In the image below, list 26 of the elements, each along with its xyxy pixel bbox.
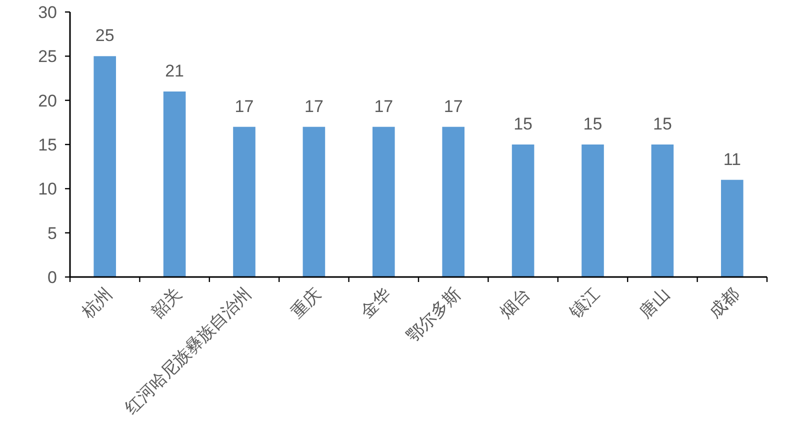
x-tick-label: 鄂尔多斯: [402, 284, 464, 346]
x-tick-label: 镇江: [565, 284, 604, 323]
y-tick-label: 15: [38, 136, 57, 154]
data-label: 17: [304, 96, 324, 116]
data-label: 15: [514, 114, 533, 134]
x-tick-label: 金华: [357, 284, 394, 322]
y-tick-label: 30: [38, 3, 57, 22]
y-tick-label: 10: [38, 180, 57, 199]
y-tick-label: 5: [48, 224, 57, 243]
x-tick-label: 杭州: [77, 284, 116, 323]
x-tick-label: 重庆: [287, 284, 325, 322]
y-tick-label: 25: [38, 47, 57, 66]
y-tick-label: 20: [38, 91, 57, 110]
y-tick-label: 0: [48, 268, 57, 287]
x-tick-label: 唐山: [636, 284, 674, 322]
x-tick-label: 韶关: [148, 284, 186, 322]
data-label: 21: [165, 62, 184, 80]
data-label: 11: [723, 150, 741, 169]
x-tick-label: 成都: [706, 284, 743, 322]
data-label: 15: [583, 114, 602, 134]
data-label: 25: [95, 26, 114, 46]
x-tick-label: 烟台: [496, 284, 534, 322]
data-label: 17: [444, 96, 463, 116]
data-label: 15: [652, 114, 672, 134]
data-label: 17: [374, 96, 394, 116]
data-label: 17: [234, 96, 254, 116]
